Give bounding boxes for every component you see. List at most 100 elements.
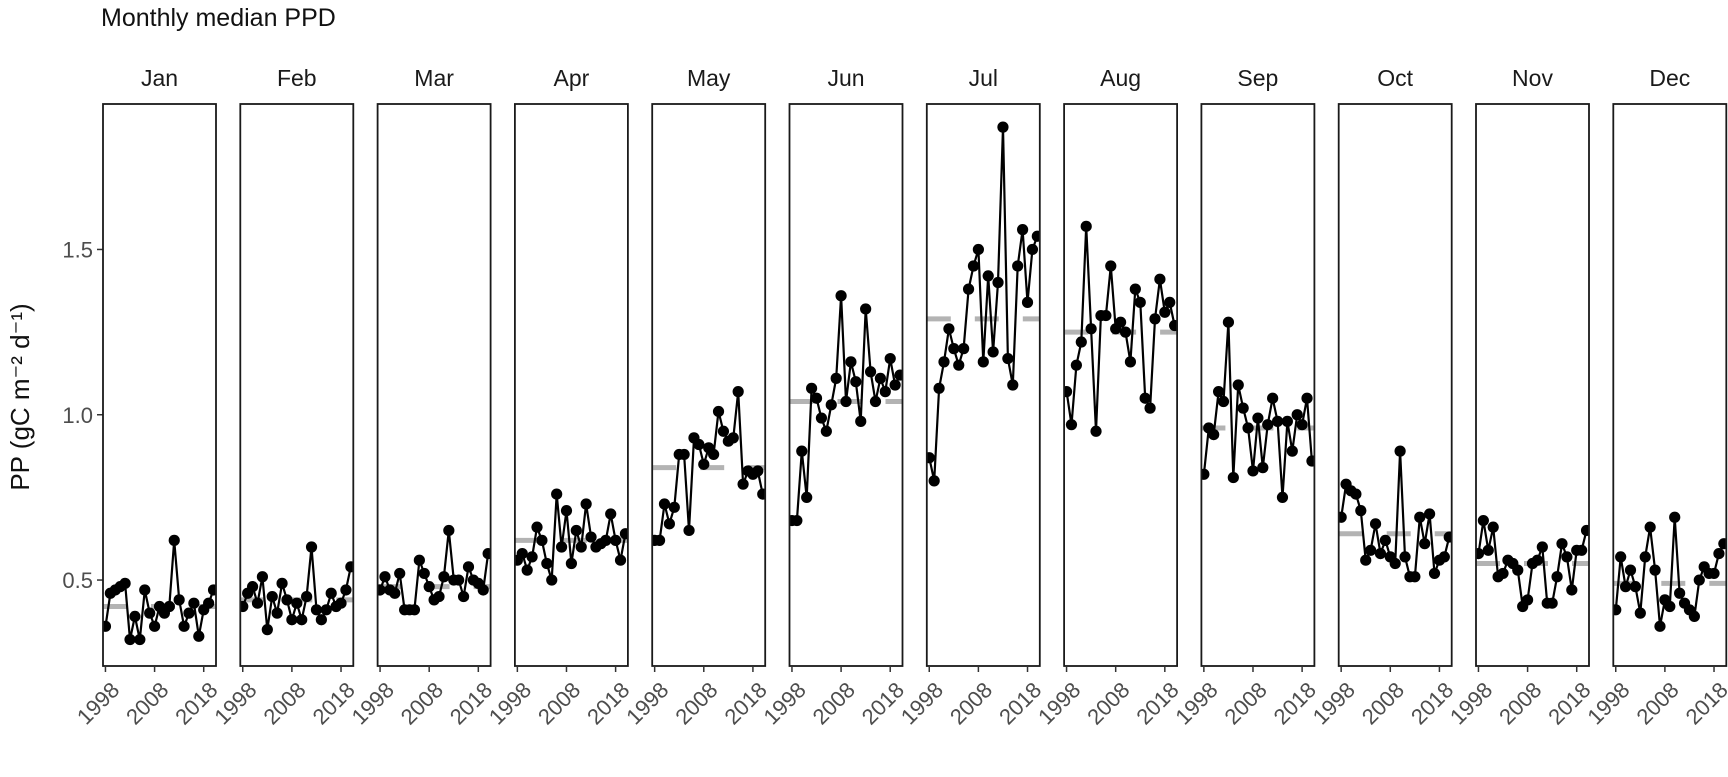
data-point (271, 607, 283, 619)
data-point (1007, 379, 1019, 391)
data-point (1551, 571, 1563, 583)
panel-plot-area (926, 121, 1040, 487)
data-point (291, 597, 303, 609)
data-point (1212, 386, 1225, 398)
data-point (1217, 395, 1230, 408)
x-tick-label: 1998 (1033, 677, 1085, 729)
data-point (1477, 514, 1489, 527)
data-point (1281, 415, 1293, 427)
data-point (457, 590, 470, 603)
data-point (1021, 296, 1034, 308)
x-tick-label: 2018 (170, 677, 222, 729)
data-point (301, 590, 313, 603)
x-tick-label: 2018 (857, 677, 909, 729)
data-point (276, 577, 288, 589)
data-point (1232, 379, 1244, 391)
data-point (377, 584, 386, 596)
x-tick-label: 1998 (72, 677, 124, 729)
data-point (820, 425, 832, 437)
data-point (585, 531, 597, 543)
data-point (256, 571, 269, 583)
data-point (1693, 574, 1705, 586)
data-point (565, 557, 578, 570)
data-point (678, 448, 690, 461)
data-point (830, 372, 842, 384)
data-point (1252, 412, 1264, 424)
data-point (1566, 584, 1578, 596)
data-point (1639, 551, 1651, 563)
x-tick-label: 1998 (621, 677, 673, 729)
data-point (806, 382, 818, 394)
panel-plot-area (652, 386, 766, 546)
data-point (315, 614, 327, 626)
data-point (815, 412, 828, 424)
data-point (850, 376, 862, 388)
data-point (1531, 554, 1544, 566)
data-point (148, 620, 161, 632)
y-tick-label: 0.5 (62, 568, 93, 593)
data-point (183, 607, 195, 619)
data-point (139, 584, 151, 596)
series-line (792, 294, 901, 522)
data-point (1075, 336, 1087, 348)
data-point (423, 581, 435, 593)
data-point (144, 607, 156, 619)
data-point (712, 405, 725, 418)
panel-border (1063, 103, 1178, 667)
data-point (1100, 309, 1112, 322)
data-point (933, 382, 945, 394)
data-point (1201, 468, 1210, 480)
data-point (443, 524, 455, 537)
x-tick-label: 2018 (445, 677, 497, 729)
data-point (394, 567, 406, 580)
data-point (962, 283, 975, 295)
x-tick-label: 2008 (533, 677, 585, 729)
data-point (1654, 620, 1666, 632)
panel-border (1475, 103, 1590, 667)
data-point (240, 600, 249, 613)
data-point (825, 399, 837, 411)
data-point (1355, 505, 1367, 517)
data-point (1419, 538, 1431, 550)
data-point (536, 534, 548, 546)
data-point (693, 438, 705, 451)
data-point (791, 514, 803, 527)
data-point (266, 590, 278, 603)
x-tick-label: 2008 (945, 677, 997, 729)
facet-label: Dec (1649, 65, 1690, 91)
panel-border (1612, 103, 1728, 667)
data-point (600, 534, 612, 546)
panel-plot-area (514, 488, 628, 586)
data-point (658, 498, 671, 510)
data-point (605, 508, 617, 520)
panel-plot-area (1064, 220, 1178, 437)
data-point (663, 518, 675, 530)
data-point (526, 551, 538, 563)
data-point (1090, 425, 1102, 437)
data-point (1262, 419, 1274, 431)
y-axis: 0.5 1.0 1.5 (62, 237, 103, 593)
data-point (683, 524, 695, 537)
data-point (1154, 273, 1166, 285)
data-point (1350, 488, 1362, 500)
facet-label: Apr (554, 65, 590, 91)
y-axis-title: PP (gC m⁻² d⁻¹) (5, 303, 35, 490)
data-point (1119, 326, 1132, 338)
facet-label: Feb (277, 65, 317, 91)
data-point (1017, 224, 1029, 236)
data-point (1409, 571, 1421, 583)
data-point (1688, 610, 1700, 623)
data-point (757, 488, 766, 500)
data-point (668, 501, 680, 513)
data-point (1428, 567, 1441, 580)
x-tick-label: 1998 (209, 677, 261, 729)
x-tick-label: 2008 (1082, 677, 1134, 729)
data-point (1423, 508, 1436, 520)
data-point (972, 243, 984, 256)
data-point (889, 379, 901, 391)
x-tick-label: 2018 (1269, 677, 1321, 729)
data-point (345, 561, 354, 573)
